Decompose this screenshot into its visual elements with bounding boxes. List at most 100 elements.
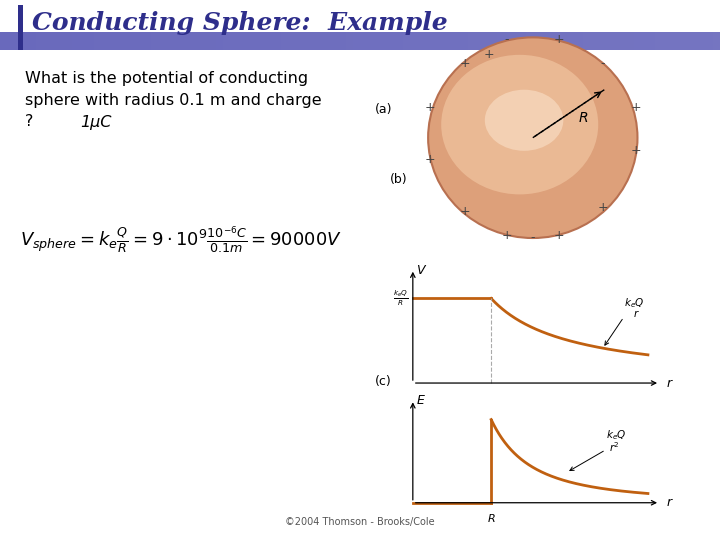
Bar	[540, 32, 547, 50]
Bar	[346, 32, 353, 50]
Bar	[22, 32, 29, 50]
Bar	[619, 32, 626, 50]
Bar	[14, 32, 22, 50]
Text: +: +	[425, 100, 435, 113]
Bar	[122, 32, 130, 50]
Bar	[641, 32, 648, 50]
Bar	[310, 32, 317, 50]
Bar	[166, 32, 173, 50]
Bar	[72, 32, 79, 50]
Bar	[497, 32, 504, 50]
Bar	[115, 32, 122, 50]
Bar	[490, 32, 497, 50]
Bar	[425, 32, 432, 50]
Bar	[684, 32, 691, 50]
Text: (c): (c)	[375, 375, 392, 388]
Text: +: +	[554, 229, 564, 242]
Bar	[216, 32, 223, 50]
Text: +: +	[631, 144, 641, 157]
Ellipse shape	[428, 37, 637, 238]
Bar	[655, 32, 662, 50]
Bar	[367, 32, 374, 50]
Bar	[187, 32, 194, 50]
Bar	[562, 32, 569, 50]
Bar	[331, 32, 338, 50]
Text: +: +	[484, 49, 495, 62]
Bar	[389, 32, 396, 50]
Bar	[130, 32, 137, 50]
Bar	[533, 32, 540, 50]
Bar	[662, 32, 670, 50]
Text: Conducting Sphere:  Example: Conducting Sphere: Example	[32, 11, 448, 35]
Bar	[173, 32, 180, 50]
Bar	[158, 32, 166, 50]
Bar	[137, 32, 144, 50]
Text: What is the potential of conducting: What is the potential of conducting	[25, 71, 308, 85]
Bar	[670, 32, 677, 50]
Bar	[518, 32, 526, 50]
Text: ©2004 Thomson - Brooks/Cole: ©2004 Thomson - Brooks/Cole	[285, 517, 435, 527]
Text: $r$: $r$	[633, 308, 639, 319]
Bar	[511, 32, 518, 50]
Bar	[18, 5, 23, 50]
Bar	[698, 32, 706, 50]
Bar	[58, 32, 65, 50]
Text: +: +	[459, 57, 470, 70]
Text: $R$: $R$	[578, 111, 588, 125]
Text: $k_eQ$: $k_eQ$	[624, 296, 644, 309]
Bar	[547, 32, 554, 50]
Bar	[0, 32, 720, 50]
Bar	[648, 32, 655, 50]
Bar	[598, 32, 605, 50]
Bar	[317, 32, 324, 50]
Text: +: +	[425, 153, 435, 166]
Bar	[36, 32, 43, 50]
Bar	[626, 32, 634, 50]
Bar	[7, 32, 14, 50]
Bar	[288, 32, 295, 50]
Text: -: -	[600, 57, 605, 70]
Bar	[65, 32, 72, 50]
Bar	[209, 32, 216, 50]
Text: $k_eQ$: $k_eQ$	[606, 428, 626, 442]
Text: 1μC: 1μC	[80, 114, 112, 130]
Bar	[410, 32, 418, 50]
Text: -: -	[505, 32, 509, 45]
Bar	[108, 32, 115, 50]
Bar	[475, 32, 482, 50]
Bar	[194, 32, 202, 50]
Bar	[382, 32, 389, 50]
Bar	[43, 32, 50, 50]
Text: $V$: $V$	[416, 264, 427, 277]
Bar	[324, 32, 331, 50]
Bar	[238, 32, 245, 50]
Bar	[274, 32, 281, 50]
Text: (b): (b)	[390, 173, 408, 186]
Bar	[706, 32, 713, 50]
Bar	[230, 32, 238, 50]
Text: +: +	[631, 100, 641, 113]
Ellipse shape	[485, 90, 563, 151]
Bar	[461, 32, 468, 50]
Bar	[259, 32, 266, 50]
Bar	[29, 32, 36, 50]
Ellipse shape	[441, 55, 598, 194]
Bar	[526, 32, 533, 50]
Bar	[281, 32, 288, 50]
Bar	[396, 32, 403, 50]
Bar	[295, 32, 302, 50]
Text: $r$: $r$	[666, 496, 674, 509]
Text: $E$: $E$	[416, 394, 426, 408]
Bar	[144, 32, 151, 50]
Bar	[432, 32, 439, 50]
Bar	[245, 32, 252, 50]
Bar	[360, 32, 367, 50]
Bar	[482, 32, 490, 50]
Bar	[302, 32, 310, 50]
Text: $V_{sphere} = k_e \frac{Q}{R} = 9 \cdot 10^9 \frac{10^{-6}C}{0.1m} = 90000V$: $V_{sphere} = k_e \frac{Q}{R} = 9 \cdot …	[20, 224, 342, 255]
Bar	[94, 32, 101, 50]
Bar	[713, 32, 720, 50]
Bar	[446, 32, 454, 50]
Bar	[590, 32, 598, 50]
Bar	[374, 32, 382, 50]
